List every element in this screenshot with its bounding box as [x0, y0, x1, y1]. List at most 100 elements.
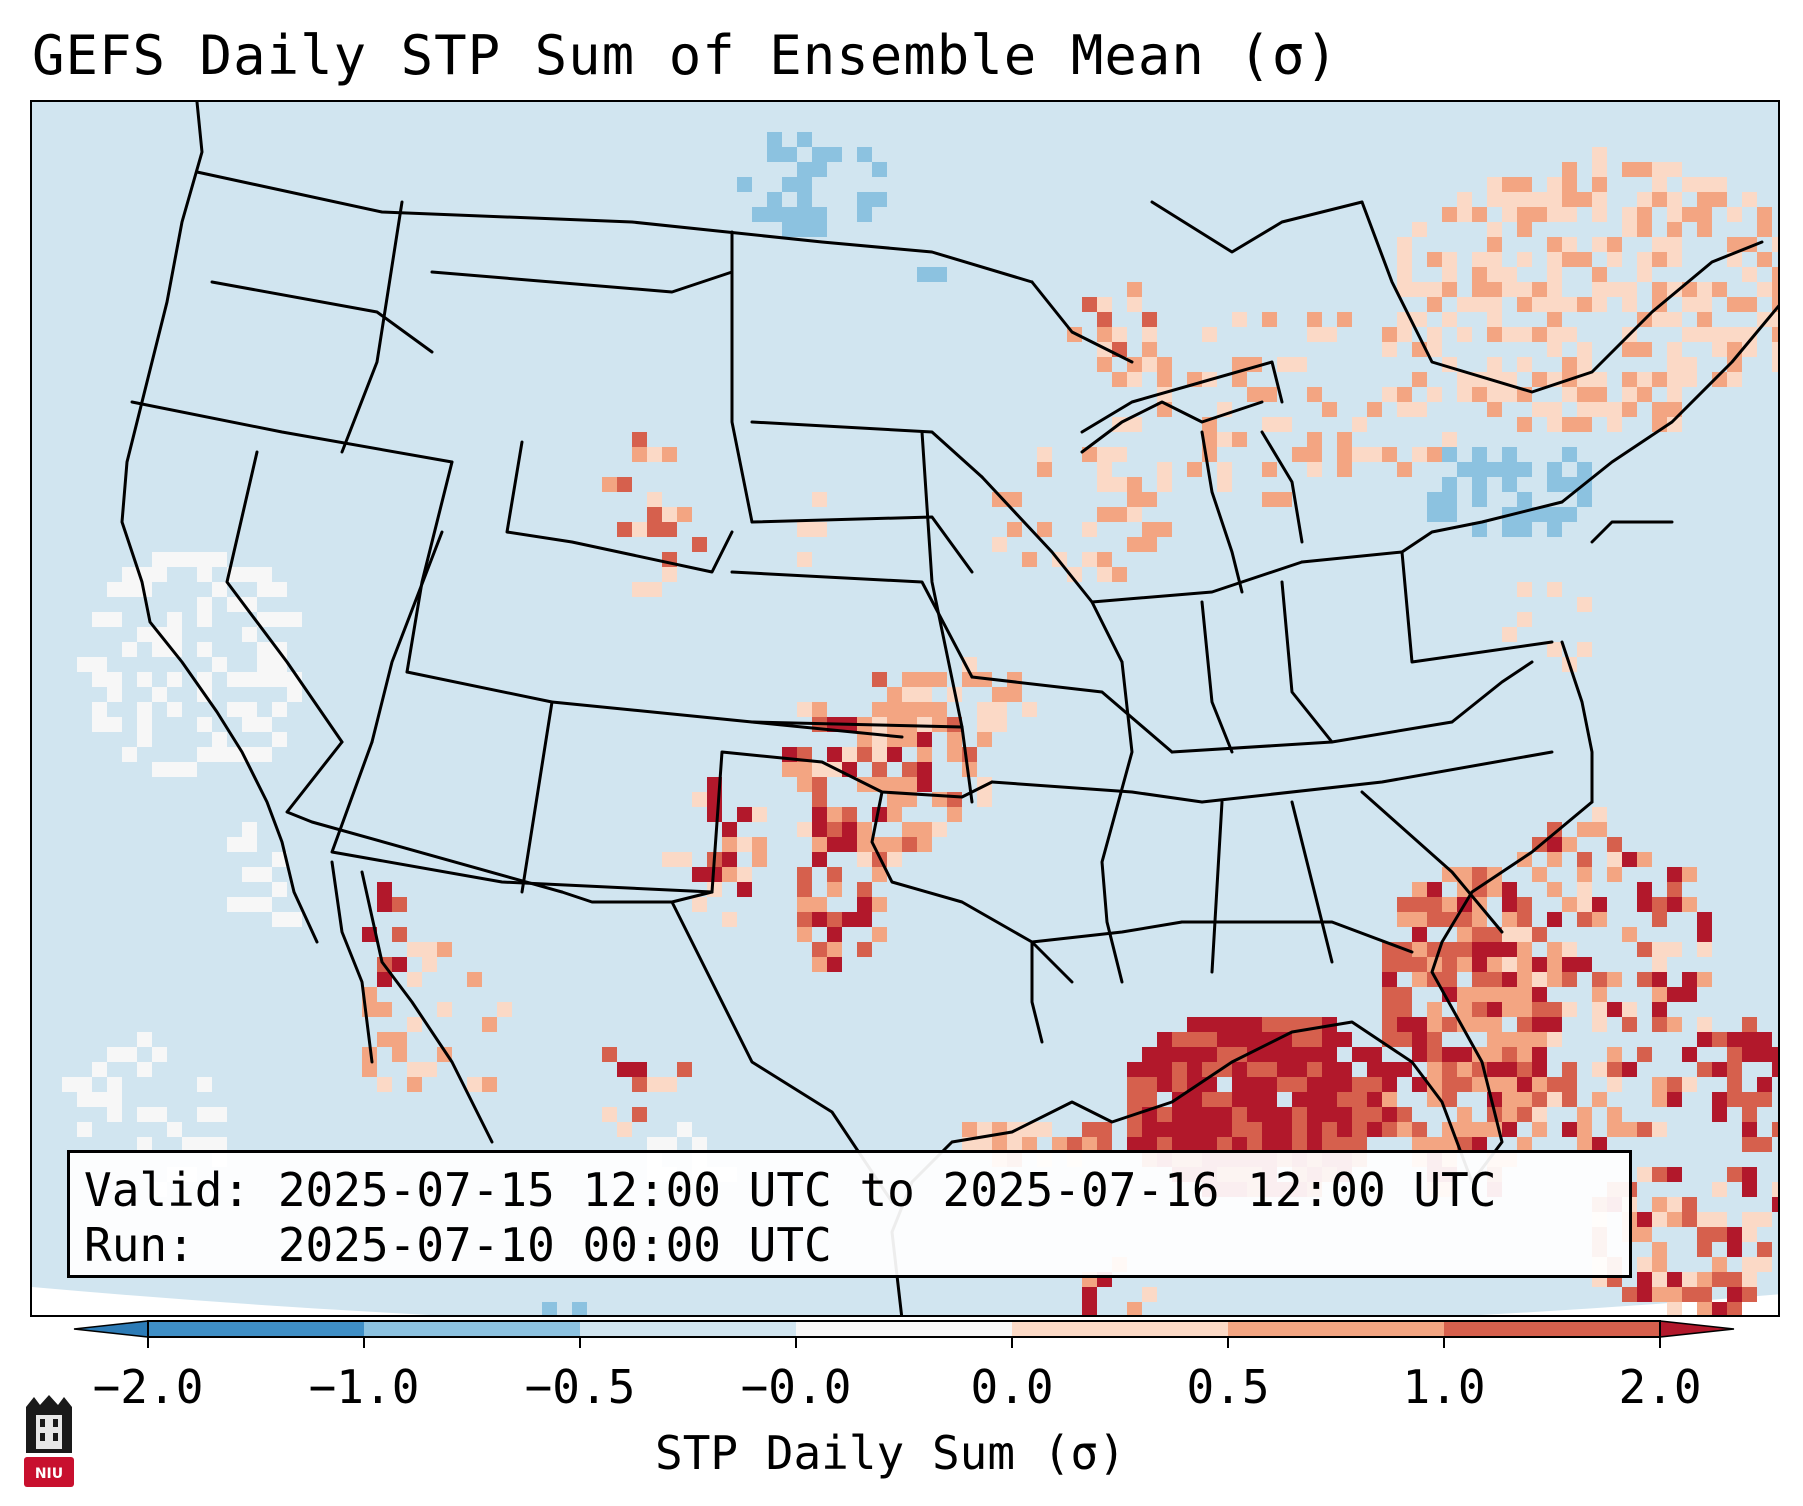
anomaly-cell: [1592, 372, 1607, 387]
anomaly-cell: [737, 837, 752, 852]
anomaly-cell: [1337, 1077, 1352, 1092]
anomaly-cell: [1442, 477, 1457, 492]
anomaly-cell: [677, 852, 692, 867]
anomaly-cell: [1232, 357, 1247, 372]
anomaly-cell: [872, 897, 887, 912]
anomaly-cell: [1442, 897, 1457, 912]
anomaly-cell: [677, 507, 692, 522]
anomaly-cell: [1307, 462, 1322, 477]
anomaly-cell: [1547, 237, 1562, 252]
anomaly-cell: [107, 717, 122, 732]
anomaly-cell: [1277, 1017, 1292, 1032]
anomaly-cell: [1382, 1017, 1397, 1032]
anomaly-cell: [1637, 882, 1652, 897]
anomaly-cell: [1172, 1122, 1187, 1137]
anomaly-cell: [1517, 1017, 1532, 1032]
anomaly-cell: [1427, 447, 1442, 462]
anomaly-cell: [1442, 1137, 1457, 1152]
anomaly-cell: [917, 732, 932, 747]
anomaly-cell: [1397, 1122, 1412, 1137]
anomaly-cell: [1697, 177, 1712, 192]
anomaly-cell: [242, 867, 257, 882]
anomaly-cell: [632, 582, 647, 597]
anomaly-cell: [947, 732, 962, 747]
anomaly-cell: [1142, 1077, 1157, 1092]
anomaly-cell: [1517, 177, 1532, 192]
anomaly-cell: [812, 222, 827, 237]
anomaly-cell: [1547, 837, 1562, 852]
anomaly-cell: [1577, 462, 1592, 477]
anomaly-cell: [1472, 957, 1487, 972]
anomaly-cell: [1307, 312, 1322, 327]
anomaly-cell: [1757, 1137, 1772, 1152]
anomaly-cell: [1082, 522, 1097, 537]
anomaly-cell: [1607, 837, 1622, 852]
anomaly-cell: [992, 717, 1007, 732]
anomaly-cell: [1412, 927, 1427, 942]
anomaly-cell: [737, 882, 752, 897]
anomaly-cell: [1562, 942, 1577, 957]
anomaly-cell: [1187, 1017, 1202, 1032]
anomaly-cell: [872, 192, 887, 207]
anomaly-cell: [1712, 1227, 1727, 1242]
anomaly-cell: [1532, 1002, 1547, 1017]
anomaly-cell: [1202, 432, 1217, 447]
anomaly-cell: [797, 897, 812, 912]
anomaly-cell: [1397, 237, 1412, 252]
anomaly-cell: [1517, 522, 1532, 537]
anomaly-cell: [1637, 852, 1652, 867]
anomaly-cell: [1532, 1047, 1547, 1062]
colorbar: [73, 1320, 1735, 1348]
anomaly-cell: [1277, 357, 1292, 372]
anomaly-cell: [1697, 1227, 1712, 1242]
anomaly-cell: [917, 702, 932, 717]
colorbar-segments: [148, 1321, 1661, 1337]
anomaly-cell: [1607, 282, 1622, 297]
anomaly-cell: [1667, 987, 1682, 1002]
anomaly-cell: [1562, 417, 1577, 432]
anomaly-cell: [1637, 942, 1652, 957]
anomaly-cell: [1457, 192, 1472, 207]
anomaly-cell: [1397, 327, 1412, 342]
anomaly-cell: [1607, 867, 1622, 882]
anomaly-cell: [1742, 1047, 1757, 1062]
anomaly-cell: [1007, 1137, 1022, 1152]
anomaly-cell: [1637, 1272, 1652, 1287]
anomaly-cell: [1697, 1062, 1712, 1077]
anomaly-cell: [707, 807, 722, 822]
anomaly-cell: [1037, 447, 1052, 462]
anomaly-cell: [812, 522, 827, 537]
anomaly-cell: [797, 867, 812, 882]
anomaly-cell: [767, 207, 782, 222]
anomaly-cell: [1547, 912, 1562, 927]
anomaly-cell: [1757, 207, 1772, 222]
anomaly-cell: [1532, 867, 1547, 882]
colorbar-segment: [1012, 1321, 1229, 1337]
anomaly-cell: [812, 492, 827, 507]
anomaly-cell: [1592, 147, 1607, 162]
anomaly-cell: [812, 852, 827, 867]
anomaly-cell: [1247, 1107, 1262, 1122]
anomaly-cell: [1292, 1077, 1307, 1092]
anomaly-cell: [1232, 1092, 1247, 1107]
anomaly-cell: [1427, 1137, 1442, 1152]
anomaly-cell: [1622, 1002, 1637, 1017]
anomaly-cell: [1592, 387, 1607, 402]
anomaly-cell: [1517, 357, 1532, 372]
anomaly-cell: [887, 792, 902, 807]
anomaly-cell: [857, 942, 872, 957]
anomaly-cell: [1712, 1272, 1727, 1287]
anomaly-cell: [1397, 282, 1412, 297]
anomaly-cell: [1262, 1122, 1277, 1137]
anomaly-cell: [1457, 1047, 1472, 1062]
anomaly-cell: [1442, 867, 1457, 882]
anomaly-cell: [122, 567, 137, 582]
anomaly-cell: [1367, 1107, 1382, 1122]
anomaly-cell: [107, 612, 122, 627]
colorbar-tick-label: −0.5: [524, 1360, 636, 1414]
anomaly-cell: [1442, 207, 1457, 222]
anomaly-cell: [212, 1137, 227, 1152]
anomaly-cell: [1352, 447, 1367, 462]
map-panel[interactable]: [30, 100, 1780, 1317]
anomaly-cell: [1562, 192, 1577, 207]
